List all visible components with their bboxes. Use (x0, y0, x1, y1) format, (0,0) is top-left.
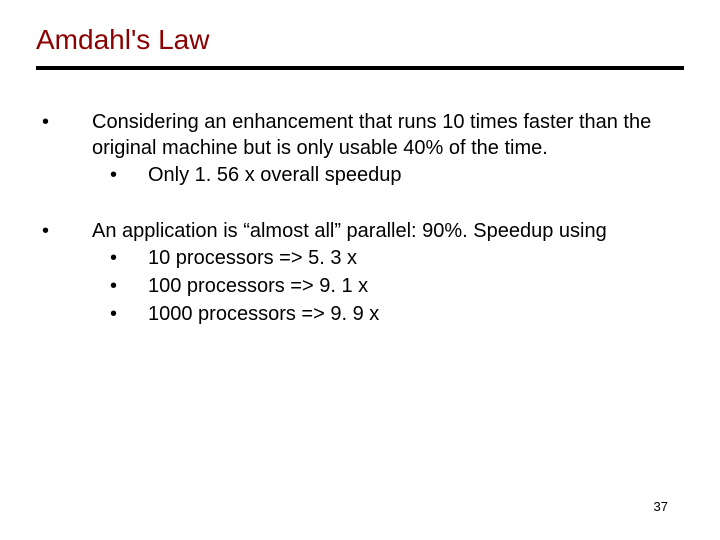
bullet-text: Considering an enhancement that runs 10 … (92, 111, 651, 159)
sub-bullet-marker: • (92, 274, 148, 300)
sub-bullet-marker: • (92, 302, 148, 328)
title-underline (36, 66, 684, 70)
sub-bullet-text: Only 1. 56 x overall speedup (148, 163, 684, 189)
sub-bullet-marker: • (92, 246, 148, 272)
bullet-text: An application is “almost all” parallel:… (92, 220, 607, 242)
slide-body: • Considering an enhancement that runs 1… (36, 110, 684, 327)
sub-bullet-text: 100 processors => 9. 1 x (148, 274, 684, 300)
bullet-marker: • (36, 219, 92, 327)
sub-bullet-item: • Only 1. 56 x overall speedup (92, 163, 684, 189)
sub-bullet-text: 1000 processors => 9. 9 x (148, 302, 684, 328)
bullet-body: Considering an enhancement that runs 10 … (92, 110, 684, 189)
sub-bullet-item: • 100 processors => 9. 1 x (92, 274, 684, 300)
sub-bullet-item: • 10 processors => 5. 3 x (92, 246, 684, 272)
bullet-item: • Considering an enhancement that runs 1… (36, 110, 684, 189)
bullet-marker: • (36, 110, 92, 189)
slide-title: Amdahl's Law (36, 24, 684, 56)
bullet-body: An application is “almost all” parallel:… (92, 219, 684, 327)
page-number: 37 (654, 499, 668, 514)
bullet-item: • An application is “almost all” paralle… (36, 219, 684, 327)
sub-bullet-marker: • (92, 163, 148, 189)
sub-bullet-text: 10 processors => 5. 3 x (148, 246, 684, 272)
sub-bullet-item: • 1000 processors => 9. 9 x (92, 302, 684, 328)
